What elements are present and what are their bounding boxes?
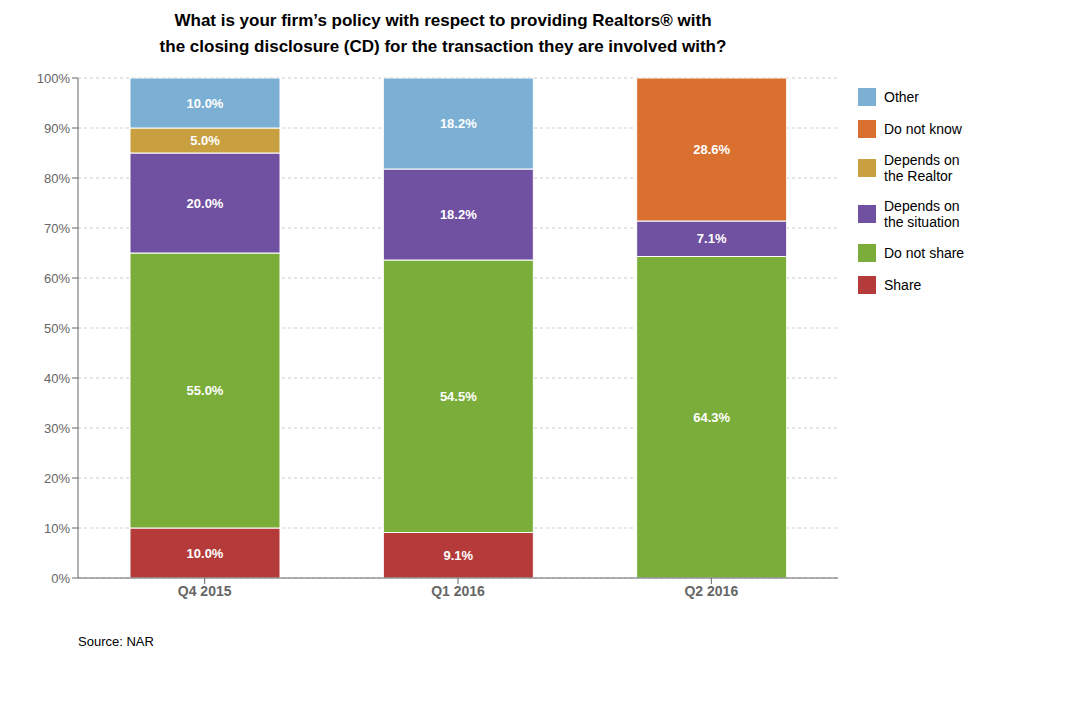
- svg-text:10.0%: 10.0%: [187, 96, 224, 111]
- svg-text:54.5%: 54.5%: [440, 389, 477, 404]
- svg-text:10%: 10%: [44, 521, 70, 536]
- svg-text:60%: 60%: [44, 271, 70, 286]
- svg-text:30%: 30%: [44, 421, 70, 436]
- svg-text:18.2%: 18.2%: [440, 116, 477, 131]
- svg-text:50%: 50%: [44, 321, 70, 336]
- svg-text:55.0%: 55.0%: [187, 383, 224, 398]
- html-text:Do not know: Do not know: [884, 121, 962, 137]
- svg-text:64.3%: 64.3%: [693, 410, 730, 425]
- svg-text:20%: 20%: [44, 471, 70, 486]
- svg-text:Q2 2016: Q2 2016: [684, 583, 738, 599]
- svg-text:20.0%: 20.0%: [187, 196, 224, 211]
- svg-text:Q4 2015: Q4 2015: [178, 583, 232, 599]
- html-text:Other: Other: [884, 89, 919, 105]
- svg-text:10.0%: 10.0%: [187, 546, 224, 561]
- html-text:the Realtor: the Realtor: [884, 168, 953, 184]
- svg-text:90%: 90%: [44, 121, 70, 136]
- html-text:the closing disclosure (CD) fo: the closing disclosure (CD) for the tran…: [159, 37, 727, 56]
- svg-text:100%: 100%: [37, 71, 71, 86]
- html-text:Share: Share: [884, 277, 922, 293]
- svg-text:0%: 0%: [51, 571, 70, 586]
- html-text:Source: NAR: Source: NAR: [78, 634, 154, 649]
- svg-text:28.6%: 28.6%: [693, 142, 730, 157]
- html-text:What is your firm’s policy wit: What is your firm’s policy with respect …: [174, 11, 712, 30]
- html-text:Depends on: Depends on: [884, 198, 960, 214]
- html-text:Do not share: Do not share: [884, 245, 965, 261]
- html-text:Depends on: Depends on: [884, 152, 960, 168]
- html-text:the situation: the situation: [884, 214, 960, 230]
- svg-text:7.1%: 7.1%: [697, 231, 727, 246]
- svg-text:80%: 80%: [44, 171, 70, 186]
- svg-text:18.2%: 18.2%: [440, 207, 477, 222]
- svg-text:70%: 70%: [44, 221, 70, 236]
- svg-text:9.1%: 9.1%: [444, 548, 474, 563]
- svg-text:Q1 2016: Q1 2016: [431, 583, 485, 599]
- svg-text:40%: 40%: [44, 371, 70, 386]
- svg-text:5.0%: 5.0%: [190, 133, 220, 148]
